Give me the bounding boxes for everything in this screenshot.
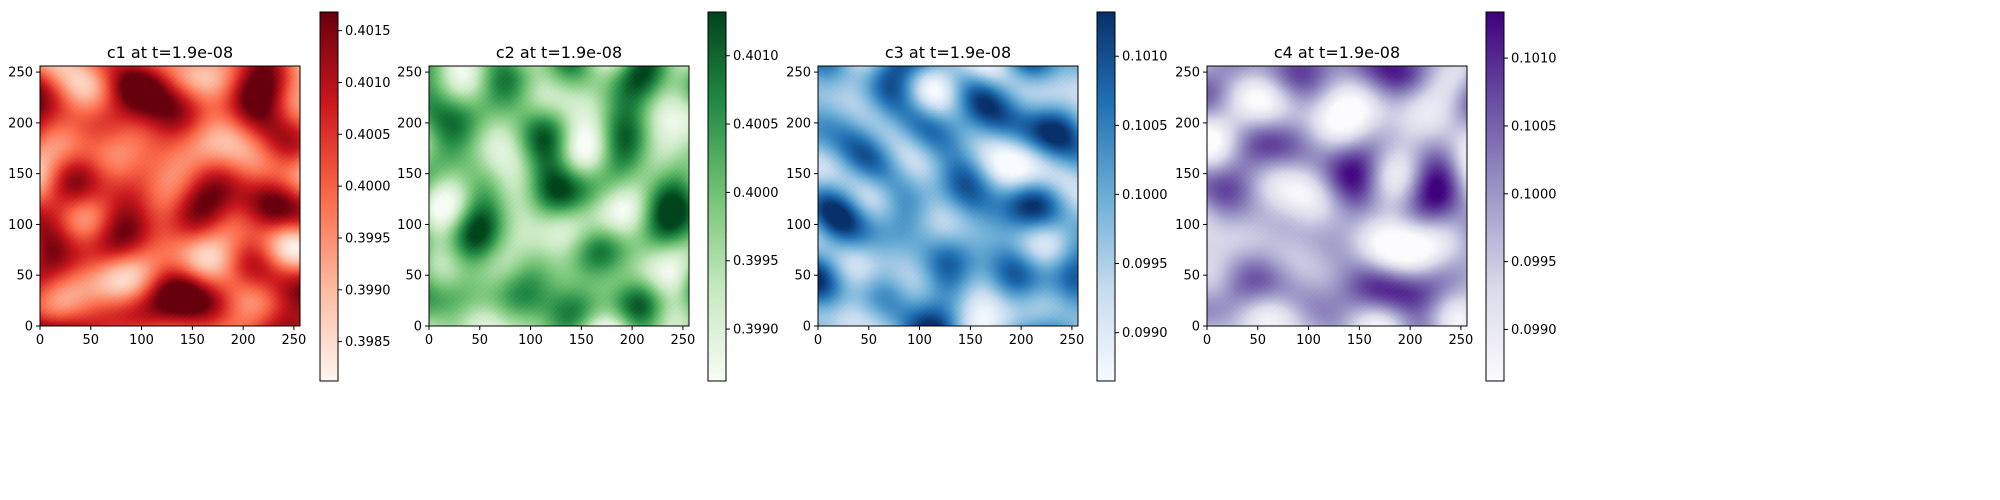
x-tick-label: 0 <box>425 333 433 348</box>
x-tick-label: 150 <box>569 333 594 348</box>
x-tick-label: 200 <box>1398 333 1423 348</box>
x-tick-label: 50 <box>1250 333 1267 348</box>
x-tick-label: 150 <box>1347 333 1372 348</box>
colorbar-tick-label: 0.0995 <box>1511 255 1557 270</box>
x-tick-label: 250 <box>281 333 306 348</box>
x-tick-label: 250 <box>670 333 695 348</box>
y-tick-label: 200 <box>786 116 811 131</box>
colorbar-tick-label: 0.3995 <box>733 254 779 269</box>
colorbar-tick-label: 0.4000 <box>345 180 391 195</box>
colorbar-tick-label: 0.0990 <box>1511 323 1557 338</box>
x-tick-label: 50 <box>472 333 489 348</box>
colorbar <box>319 11 339 382</box>
colorbar <box>707 11 727 382</box>
colorbar-tick-label: 0.3985 <box>345 335 391 350</box>
colorbar-tick-label: 0.1010 <box>1511 52 1557 67</box>
x-tick-label: 0 <box>1203 333 1211 348</box>
y-tick-label: 100 <box>1175 218 1200 233</box>
y-tick-label: 0 <box>414 320 422 335</box>
y-tick-label: 250 <box>8 66 33 81</box>
x-tick-label: 200 <box>620 333 645 348</box>
heatmap-image <box>1207 66 1467 326</box>
y-tick-label: 150 <box>397 167 422 182</box>
axes-frame <box>817 65 1079 327</box>
colorbar-tick-label: 0.1010 <box>1122 50 1168 65</box>
x-tick-label: 100 <box>129 333 154 348</box>
chart-title: c4 at t=1.9e-08 <box>1274 43 1400 62</box>
colorbar-tick-label: 0.4005 <box>733 118 779 133</box>
colorbar-tick-label: 0.1005 <box>1122 119 1168 134</box>
colorbar-tick-label: 0.4010 <box>345 76 391 91</box>
colorbar-tick-label: 0.4000 <box>733 186 779 201</box>
axes-frame <box>428 65 690 327</box>
x-tick-label: 50 <box>83 333 100 348</box>
colorbar-tick-label: 0.3995 <box>345 231 391 246</box>
y-tick-label: 150 <box>8 167 33 182</box>
panel-1: c1 at t=1.9e-08 0 50 100 150 200 250 0 50 100 150 2… <box>8 11 391 382</box>
chart-title: c3 at t=1.9e-08 <box>885 43 1011 62</box>
x-tick-label: 200 <box>231 333 256 348</box>
colorbar-tick-label: 0.4015 <box>345 24 391 39</box>
y-tick-label: 100 <box>786 218 811 233</box>
y-tick-label: 100 <box>397 218 422 233</box>
y-tick-label: 50 <box>405 269 422 284</box>
colorbar-tick-label: 0.1005 <box>1511 119 1557 134</box>
y-tick-label: 150 <box>1175 167 1200 182</box>
colorbar-tick-label: 0.4005 <box>345 128 391 143</box>
x-tick-label: 100 <box>518 333 543 348</box>
heatmap-image <box>818 66 1078 326</box>
y-tick-label: 0 <box>1192 320 1200 335</box>
colorbar <box>1096 11 1116 382</box>
y-tick-label: 200 <box>397 116 422 131</box>
y-tick-label: 250 <box>397 66 422 81</box>
y-tick-label: 0 <box>803 320 811 335</box>
x-tick-label: 100 <box>1296 333 1321 348</box>
y-tick-label: 250 <box>786 66 811 81</box>
y-tick-label: 100 <box>8 218 33 233</box>
x-tick-label: 250 <box>1448 333 1473 348</box>
heatmap-image <box>429 66 689 326</box>
x-tick-label: 150 <box>180 333 205 348</box>
x-tick-label: 0 <box>36 333 44 348</box>
axes-frame <box>1206 65 1468 327</box>
heatmap-image <box>40 66 300 326</box>
x-tick-label: 150 <box>958 333 983 348</box>
axes-frame <box>39 65 301 327</box>
y-tick-label: 150 <box>786 167 811 182</box>
colorbar-tick-label: 0.0990 <box>1122 326 1168 341</box>
y-tick-label: 250 <box>1175 66 1200 81</box>
colorbar-tick-label: 0.1000 <box>1511 187 1557 202</box>
y-tick-label: 200 <box>1175 116 1200 131</box>
colorbar-tick-label: 0.3990 <box>345 283 391 298</box>
y-tick-label: 50 <box>1183 269 1200 284</box>
y-tick-label: 50 <box>794 269 811 284</box>
colorbar <box>1485 11 1505 382</box>
x-tick-label: 200 <box>1009 333 1034 348</box>
chart-title: c1 at t=1.9e-08 <box>107 43 233 62</box>
colorbar-tick-label: 0.3990 <box>733 323 779 338</box>
x-tick-label: 100 <box>907 333 932 348</box>
panel-3: c3 at t=1.9e-08 0 50 100 150 200 250 0 50 100 150 2… <box>786 11 1168 382</box>
x-tick-label: 0 <box>814 333 822 348</box>
x-tick-label: 250 <box>1059 333 1084 348</box>
colorbar-tick-label: 0.0995 <box>1122 257 1168 272</box>
panel-4: c4 at t=1.9e-08 0 50 100 150 200 250 0 50 100 150 2… <box>1175 11 1557 382</box>
y-tick-label: 0 <box>25 320 33 335</box>
chart-title: c2 at t=1.9e-08 <box>496 43 622 62</box>
colorbar-tick-label: 0.1000 <box>1122 188 1168 203</box>
x-tick-label: 50 <box>861 333 878 348</box>
colorbar-tick-label: 0.4010 <box>733 49 779 64</box>
panel-2: c2 at t=1.9e-08 0 50 100 150 200 250 0 50 100 150 2… <box>397 11 779 382</box>
y-tick-label: 200 <box>8 116 33 131</box>
y-tick-label: 50 <box>16 269 33 284</box>
